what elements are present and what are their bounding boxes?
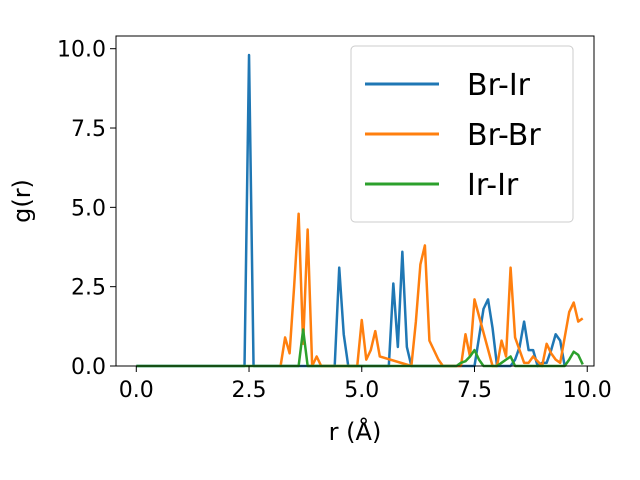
legend-box [350,45,574,223]
y-tick-label: 10.0 [57,38,106,63]
x-tick-label: 10.0 [563,378,612,403]
x-tick-label: 7.5 [457,378,492,403]
series-line-ir-ir [136,328,584,368]
x-axis: 0.0 2.5 5.0 7.5 10.0 [119,366,612,403]
plot-frame [115,35,595,367]
legend-label-ir-ir: Ir-Ir [467,168,519,203]
y-tick-label: 2.5 [71,276,106,301]
legend-label-br-br: Br-Br [467,118,541,153]
y-tick-label: 5.0 [71,196,106,221]
x-tick-label: 5.0 [344,378,379,403]
x-tick-label: 0.0 [119,378,154,403]
y-axis-label: g(r) [8,179,36,223]
x-tick-label: 2.5 [232,378,267,403]
y-tick-label: 7.5 [71,117,106,142]
series-line-br-br [279,212,584,368]
legend-label-br-ir: Br-Ir [467,68,531,103]
legend: Br-Ir Br-Br Ir-Ir [350,45,574,223]
x-axis-label: r (Å) [329,417,382,446]
y-tick-label: 0.0 [71,355,106,380]
y-axis: 0.0 2.5 5.0 7.5 10.0 [57,38,116,380]
